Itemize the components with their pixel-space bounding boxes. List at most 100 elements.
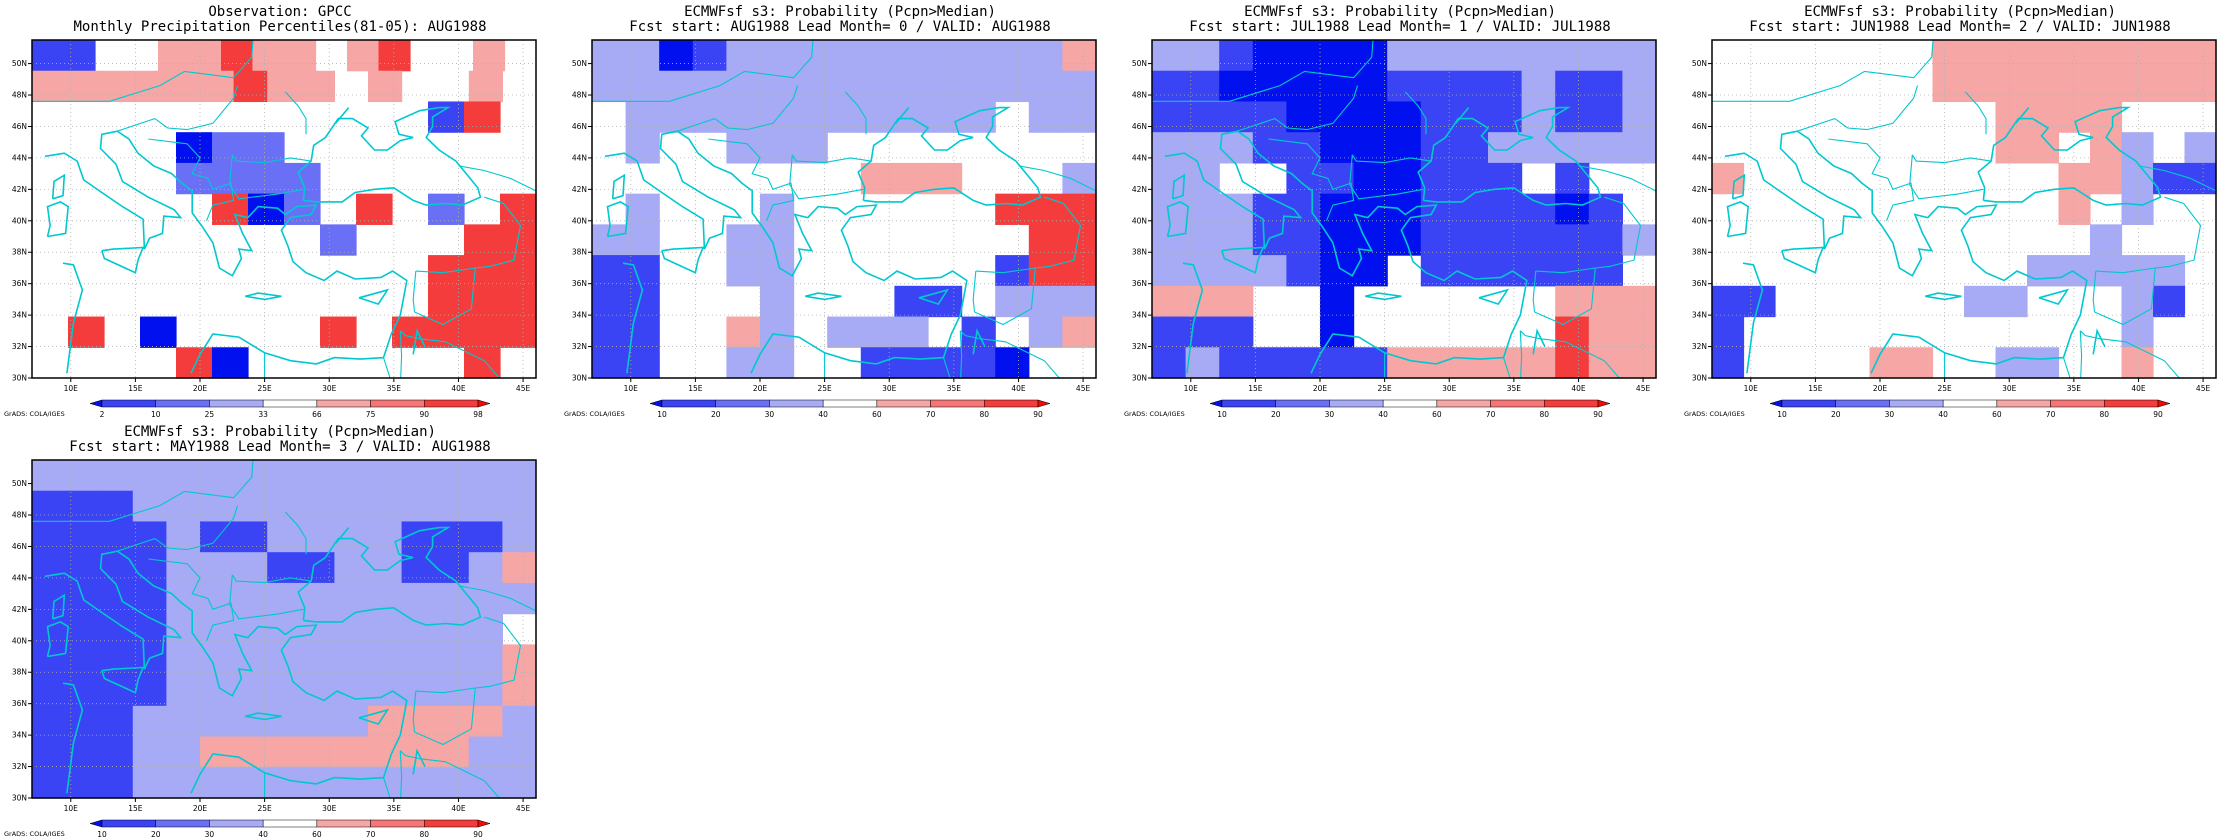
legend-label: 80 [2100, 410, 2110, 419]
grid-cell [502, 705, 537, 738]
y-tick-label: 36N [1132, 279, 1147, 288]
grid-cell [726, 70, 761, 103]
y-tick-label: 46N [1132, 122, 1147, 131]
border-line [117, 85, 239, 132]
grid-cell [468, 613, 503, 645]
coast-line [51, 593, 66, 620]
grid-cell [1320, 285, 1355, 318]
legend-label: 10 [1217, 410, 1227, 419]
grid-cell [334, 460, 369, 492]
legend-swatch [715, 399, 770, 408]
legend-label: 66 [312, 410, 322, 419]
grid-cell [1521, 40, 1556, 72]
grid-cell [334, 644, 369, 676]
color-legend: 10 20 30 40 60 70 80 90 [89, 819, 491, 839]
grid-cell [1185, 40, 1220, 72]
grid-cell [592, 316, 627, 348]
grid-cell [166, 736, 201, 768]
grid-cell [726, 40, 761, 72]
grid-cell [63, 40, 96, 72]
grid-cell [1062, 316, 1097, 348]
map-frame [591, 39, 1097, 379]
border-line [2079, 330, 2083, 378]
x-tick-label: 30E [322, 384, 337, 393]
grid-cell [99, 490, 134, 523]
border-line [284, 91, 307, 135]
grid-cell [334, 582, 369, 615]
grid-cell [176, 132, 213, 164]
legend-swatch [2104, 399, 2159, 408]
border-line [458, 585, 536, 612]
grid-cell [726, 316, 761, 348]
x-tick-label: 45E [2196, 384, 2211, 393]
y-tick-label: 46N [572, 122, 587, 131]
legend-swatch [1436, 399, 1491, 408]
grid-cell [961, 347, 996, 379]
coast-line [622, 262, 644, 374]
grid-cell [592, 70, 627, 103]
grid-cell [995, 193, 1030, 225]
coast-line [51, 173, 66, 200]
grid-cell [200, 460, 235, 492]
grid-cell [300, 460, 335, 492]
border-line [975, 196, 1082, 274]
grid-cell [894, 316, 929, 348]
legend-swatch [1490, 399, 1545, 408]
y-tick-label: 38N [1132, 248, 1147, 257]
grid-cell [200, 767, 235, 799]
grid-cell [1622, 316, 1657, 348]
grid-cell [401, 613, 436, 645]
legend-label: 33 [258, 410, 268, 419]
border-line [399, 750, 485, 782]
panel-title: ECMWFsf s3: Probability (Pcpn>Median) [1804, 4, 2116, 20]
legend-label: 90 [1033, 410, 1043, 419]
coast-line [1166, 201, 1190, 238]
y-tick-label: 34N [572, 311, 587, 320]
y-tick-label: 48N [12, 91, 27, 100]
grid-cell [300, 613, 335, 645]
grid-cell [2153, 70, 2186, 103]
coast-line [1455, 107, 1470, 124]
grid-cell [760, 316, 795, 348]
grid-cell [468, 490, 503, 523]
grid-cell [189, 40, 222, 72]
grid-cell [233, 582, 268, 615]
grid-cell [995, 255, 1030, 287]
border-line [959, 330, 963, 378]
x-tick-label: 30E [1442, 384, 1457, 393]
grid-cell [1252, 132, 1287, 164]
grid-cell [468, 70, 503, 103]
grid-cell [1062, 255, 1097, 287]
legend-label: 20 [1271, 410, 1281, 419]
panel-subtitle: Fcst start: MAY1988 Lead Month= 3 / VALI… [69, 439, 491, 455]
grid-cell [334, 705, 369, 738]
grid-cell [726, 347, 761, 379]
grid-cell [464, 224, 501, 256]
grid-cell [435, 490, 470, 523]
grid-cell [1185, 101, 1220, 133]
graticule [1152, 40, 1656, 379]
grid-cell [1062, 285, 1097, 318]
y-tick-label: 36N [12, 699, 27, 708]
legend-label: 70 [1486, 410, 1496, 419]
grid-cell [233, 767, 268, 799]
grid-cell [894, 285, 929, 318]
legend-label: 98 [473, 410, 483, 419]
y-tick-label: 48N [572, 91, 587, 100]
grid-cell [2121, 193, 2154, 225]
coast-line [62, 262, 84, 374]
grid-cell [1488, 193, 1523, 225]
legend-swatch [101, 399, 156, 408]
legend-label: 40 [818, 410, 828, 419]
grid-cell [995, 285, 1030, 318]
y-tick-label: 42N [1132, 185, 1147, 194]
grid-cell [435, 675, 470, 707]
legend-swatch [1996, 399, 2051, 408]
x-tick-label: 40E [2131, 384, 2146, 393]
grid-cell [1454, 40, 1489, 72]
grid-cell [248, 132, 285, 164]
grid-cell [1454, 347, 1489, 379]
border-line [959, 330, 1045, 362]
y-tick-label: 48N [12, 511, 27, 520]
y-tick-label: 32N [1692, 342, 1707, 351]
